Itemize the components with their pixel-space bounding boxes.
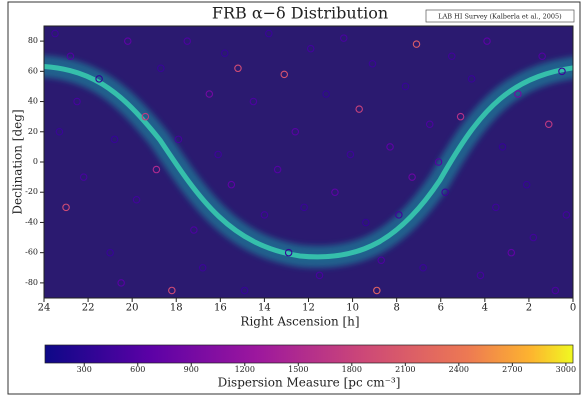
figure: FRB α−δ Distribution LAB HI Survey (Kalb… — [0, 0, 583, 397]
colorbar-tick-label: 1800 — [342, 365, 362, 374]
x-tick-label: 20 — [126, 303, 139, 314]
annotation: LAB HI Survey (Kalberla et al., 2005) — [438, 13, 562, 21]
y-axis-label: Declination [deg] — [11, 109, 25, 214]
colorbar-label: Dispersion Measure [pc cm⁻³] — [218, 376, 401, 390]
chart-title: FRB α−δ Distribution — [212, 4, 388, 23]
colorbar — [45, 345, 573, 363]
x-tick-label: 4 — [482, 303, 488, 314]
y-tick-label: -20 — [25, 187, 38, 196]
x-tick-label: 0 — [570, 303, 576, 314]
x-tick-label: 24 — [38, 303, 51, 314]
x-tick-label: 8 — [393, 303, 399, 314]
x-tick-label: 2 — [526, 303, 532, 314]
y-tick-label: 20 — [28, 127, 38, 136]
y-tick-label: 60 — [28, 66, 38, 75]
colorbar-tick-label: 900 — [184, 365, 199, 374]
colorbar-tick-label: 2400 — [449, 365, 469, 374]
colorbar-tick-label: 2100 — [395, 365, 415, 374]
x-tick-label: 22 — [82, 303, 95, 314]
colorbar-tick-label: 300 — [77, 365, 92, 374]
x-tick-label: 10 — [346, 303, 359, 314]
y-tick-label: -60 — [25, 248, 38, 257]
y-tick-label: 0 — [33, 157, 38, 166]
x-tick-label: 14 — [258, 303, 271, 314]
y-tick-label: 40 — [28, 97, 38, 106]
page: {"chart_data": {"type": "scatter", "titl… — [0, 0, 583, 397]
colorbar-tick-label: 1200 — [235, 365, 255, 374]
y-tick-label: -80 — [25, 278, 38, 287]
colorbar-tick-label: 1500 — [288, 365, 308, 374]
colorbar-tick-label: 600 — [130, 365, 145, 374]
colorbar-tick-label: 2700 — [502, 365, 522, 374]
x-tick-label: 12 — [302, 303, 315, 314]
x-axis-label: Right Ascension [h] — [240, 315, 359, 329]
y-tick-label: -40 — [25, 217, 38, 226]
colorbar-tick-label: 3000 — [556, 365, 576, 374]
x-tick-label: 18 — [170, 303, 183, 314]
x-tick-label: 16 — [214, 303, 227, 314]
x-tick-label: 6 — [438, 303, 444, 314]
y-tick-label: 80 — [28, 36, 38, 45]
